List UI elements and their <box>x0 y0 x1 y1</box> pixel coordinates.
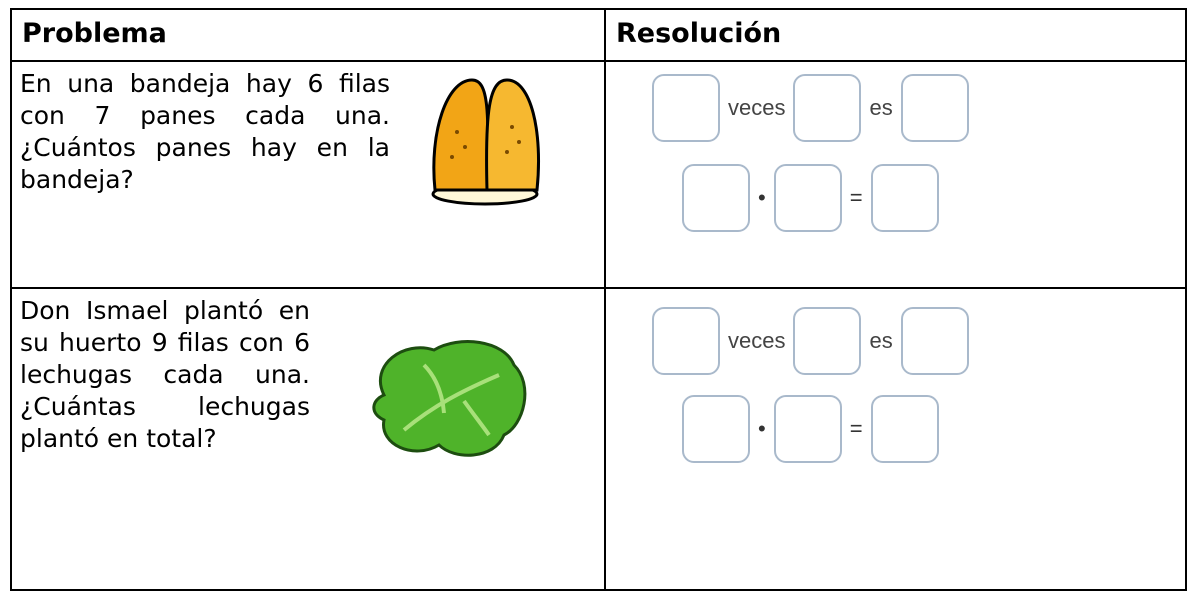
answer-box <box>773 395 842 463</box>
operator: • <box>758 185 766 210</box>
answer-box <box>870 164 939 232</box>
problem-cell: En una bandeja hay 6 filas con 7 panes c… <box>10 60 606 289</box>
word: es <box>869 95 893 120</box>
problem-cell: Don Ismael plantó en su huerto 9 filas c… <box>10 287 606 591</box>
answer-box <box>900 307 969 375</box>
header-cell: Problema <box>10 8 606 62</box>
answer-box <box>793 74 862 142</box>
phrase-line: veces es <box>652 74 969 142</box>
resolution-cell: veces es • = <box>604 60 1187 289</box>
problem-text: En una bandeja hay 6 filas con 7 panes c… <box>20 69 390 194</box>
problem-text: Don Ismael plantó en su huerto 9 filas c… <box>20 296 310 453</box>
answer-box <box>793 307 862 375</box>
answer-box <box>773 164 842 232</box>
word: es <box>869 328 893 353</box>
answer-box <box>682 164 750 232</box>
resolution-cell: veces es • = <box>604 287 1187 591</box>
word: veces <box>728 95 786 120</box>
answer-box <box>682 395 750 463</box>
equation-line: • = <box>682 164 939 232</box>
bread-image <box>431 78 541 206</box>
operator: • <box>758 416 766 441</box>
equation-line: • = <box>682 395 939 463</box>
operator: = <box>849 185 863 210</box>
header-cell: Resolución <box>604 8 1187 62</box>
phrase-line: veces es <box>652 307 969 375</box>
answer-box <box>652 74 720 142</box>
answer-box <box>870 395 939 463</box>
word: veces <box>728 328 786 353</box>
answer-box <box>652 307 720 375</box>
lettuce-image <box>372 340 527 457</box>
problem-table: Problema Resolución En una bandeja hay 6… <box>10 8 1187 591</box>
answer-box <box>900 74 969 142</box>
operator: = <box>849 416 863 441</box>
page: Problema Resolución En una bandeja hay 6… <box>10 8 1187 591</box>
